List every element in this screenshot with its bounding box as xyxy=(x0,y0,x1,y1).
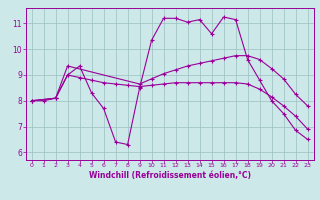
X-axis label: Windchill (Refroidissement éolien,°C): Windchill (Refroidissement éolien,°C) xyxy=(89,171,251,180)
